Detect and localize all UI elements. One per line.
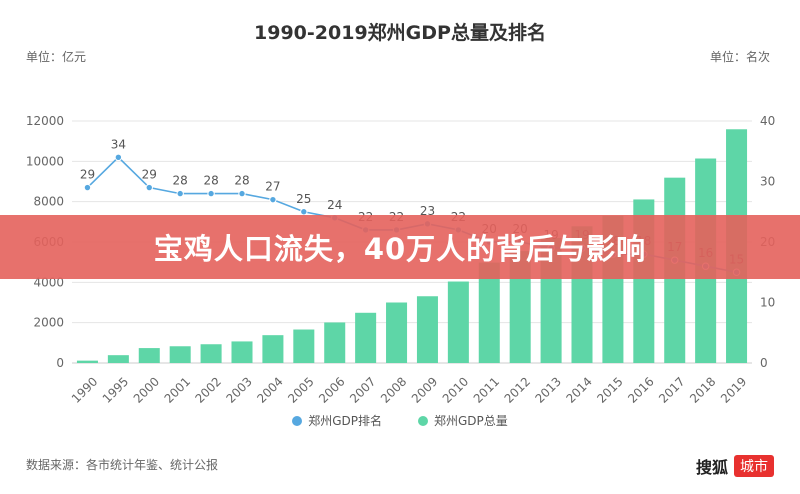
brand-logo: 搜狐 城市	[696, 454, 774, 478]
left-tick-label: 0	[56, 356, 64, 370]
x-tick-label: 2007	[347, 374, 378, 405]
legend-gdp-label: 郑州GDP总量	[434, 414, 508, 428]
right-tick-label: 40	[760, 114, 775, 128]
rank-data-label: 28	[203, 174, 218, 188]
gdp-bar	[355, 312, 377, 363]
gdp-bar	[76, 360, 98, 363]
gdp-bar	[447, 281, 469, 363]
gdp-bar	[231, 341, 253, 363]
gdp-bar	[262, 335, 284, 363]
gdp-bar	[169, 346, 191, 363]
rank-data-label: 25	[296, 192, 311, 206]
chart-title: 1990-2019郑州GDP总量及排名	[254, 22, 546, 44]
x-tick-label: 2008	[378, 374, 409, 405]
rank-data-label: 28	[173, 174, 188, 188]
x-tick-label: 2018	[687, 374, 718, 405]
x-tick-label: 2005	[285, 374, 316, 405]
left-tick-label: 8000	[33, 195, 64, 209]
right-axis-unit: 单位：名次	[709, 50, 770, 64]
x-tick-label: 2012	[502, 374, 533, 405]
x-tick-label: 2003	[223, 374, 254, 405]
rank-data-label: 28	[234, 174, 249, 188]
legend: 郑州GDP排名 郑州GDP总量	[0, 412, 800, 429]
gdp-bar	[293, 329, 315, 363]
right-tick-label: 0	[760, 356, 768, 370]
x-tick-label: 1990	[69, 374, 100, 405]
x-tick-label: 2015	[594, 374, 625, 405]
rank-point	[207, 189, 215, 198]
rank-data-label: 24	[327, 198, 342, 212]
x-tick-label: 2002	[193, 374, 224, 405]
rank-point	[145, 183, 153, 192]
x-tick-label: 2019	[718, 374, 749, 405]
x-tick-label: 2010	[440, 374, 471, 405]
gdp-bar	[478, 262, 500, 363]
rank-data-label: 23	[420, 204, 435, 218]
gdp-bar	[324, 322, 346, 363]
headline-banner: 宝鸡人口流失，40万人的背后与影响	[0, 215, 800, 279]
legend-gdp-swatch	[418, 415, 428, 426]
rank-point	[300, 208, 308, 216]
x-tick-label: 2011	[471, 374, 502, 405]
gdp-bar	[386, 302, 408, 363]
left-axis-unit: 单位：亿元	[26, 50, 87, 64]
right-tick-label: 30	[760, 175, 775, 189]
right-tick-label: 10	[760, 296, 775, 310]
x-tick-label: 2013	[533, 374, 564, 405]
legend-rank-swatch	[292, 415, 303, 426]
x-tick-label: 2016	[625, 374, 656, 405]
x-tick-label: 2006	[316, 374, 347, 405]
x-tick-label: 2014	[563, 374, 594, 405]
headline-text: 宝鸡人口流失，40万人的背后与影响	[153, 232, 647, 266]
rank-data-label: 29	[80, 168, 95, 182]
brand-name: 搜狐	[695, 458, 728, 477]
gdp-bar	[416, 296, 438, 363]
left-tick-label: 10000	[26, 154, 64, 168]
x-tick-label: 1995	[100, 374, 131, 405]
x-tick-label: 2004	[254, 374, 285, 405]
legend-item-rank[interactable]: 郑州GDP排名	[292, 412, 382, 429]
rank-point	[269, 195, 277, 204]
gdp-bar	[509, 251, 531, 363]
gdp-bar	[107, 355, 129, 363]
rank-data-label: 29	[142, 168, 157, 182]
gdp-bar	[138, 348, 160, 363]
rank-point	[114, 153, 123, 162]
rank-point	[238, 189, 246, 198]
rank-data-label: 34	[111, 137, 126, 151]
gdp-bar	[200, 344, 222, 363]
x-tick-label: 2009	[409, 374, 440, 405]
left-tick-label: 12000	[26, 114, 64, 128]
legend-rank-label: 郑州GDP排名	[308, 414, 382, 428]
data-source: 数据来源：各市统计年鉴、统计公报	[26, 458, 219, 472]
x-tick-label: 2000	[131, 374, 162, 405]
rank-data-label: 27	[265, 180, 280, 194]
left-tick-label: 2000	[33, 316, 64, 330]
x-tick-label: 2001	[162, 374, 193, 405]
rank-point	[176, 189, 184, 198]
rank-point	[83, 183, 92, 192]
brand-badge: 城市	[734, 455, 774, 477]
legend-item-gdp[interactable]: 郑州GDP总量	[418, 412, 508, 429]
x-tick-label: 2017	[656, 374, 687, 405]
